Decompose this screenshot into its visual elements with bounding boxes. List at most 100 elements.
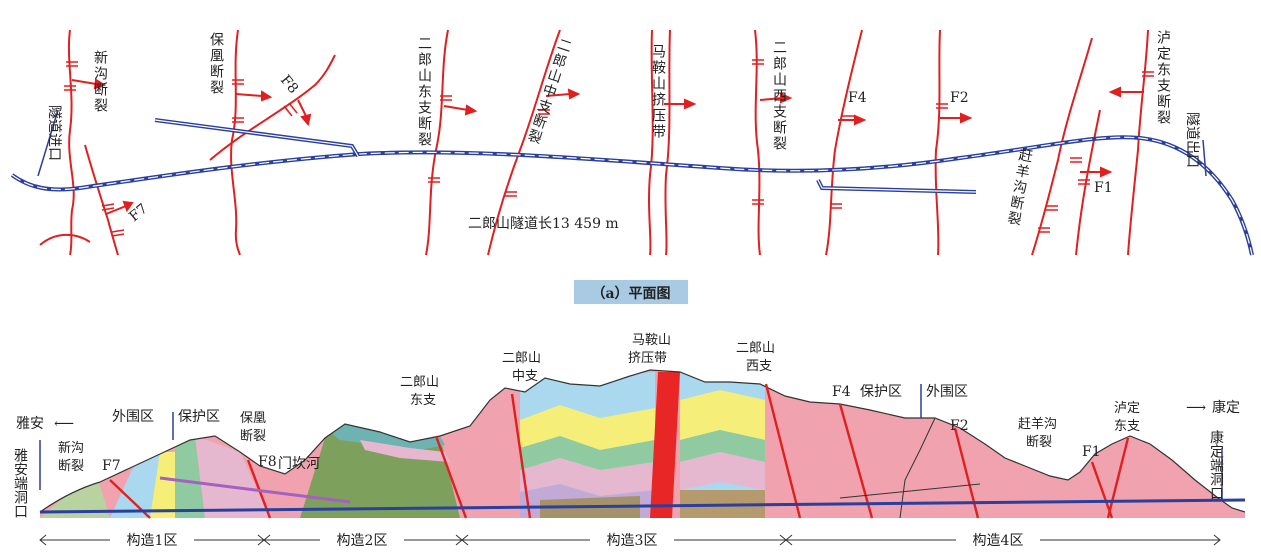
plan-dip-ticks (64, 59, 1154, 237)
label-xingou-1: 新沟 (58, 440, 84, 456)
plan-label-middle: 二郎山中支断裂 (524, 36, 574, 147)
label-river: 门坎河 (278, 456, 320, 472)
label-luding-1: 泸定 (1114, 401, 1140, 416)
label-yaan: 雅安 (16, 416, 44, 432)
plan-fault-f4 (825, 29, 863, 256)
plan-label-entrance: 隧道进口 (46, 105, 62, 161)
rock-yellow-z3b (680, 390, 765, 440)
label-east-1: 二郎山 (400, 375, 439, 390)
zone-3-label: 构造3区 (607, 533, 658, 549)
section-adit-purple (159, 476, 351, 504)
label-luding-2: 东支 (1114, 419, 1140, 434)
label-middle-1: 二郎山 (502, 351, 541, 366)
plan-label-ganyanggou: 赶羊沟断裂 (1004, 147, 1034, 229)
label-kangding: 康定 (1212, 399, 1240, 416)
exit-marker (1202, 139, 1207, 177)
section-fault-f4 (838, 403, 874, 519)
label-maanshan-1: 马鞍山 (632, 332, 671, 348)
label-right-protect: 保护区 (860, 384, 902, 400)
label-f2: F2 (950, 418, 969, 434)
label-right-outer: 外围区 (926, 384, 968, 400)
label-west-2: 西支 (746, 359, 772, 374)
label-left-outer: 外围区 (112, 409, 154, 425)
plan-label-exit: 隧道出口 (1184, 112, 1200, 168)
label-left-protect: 保护区 (178, 409, 220, 425)
main-tunnel (10, 135, 1254, 256)
label-f8: F8 (258, 454, 277, 470)
section-contact-line (899, 417, 936, 519)
label-middle-2: 中支 (512, 369, 538, 384)
label-maanshan-2: 挤压带 (628, 351, 667, 366)
section-fault-middle (510, 393, 532, 519)
rock-teal-left (175, 438, 205, 518)
plan-tunnels (10, 118, 1254, 256)
section-zone-markers (39, 384, 1223, 500)
zone-2-label: 构造2区 (337, 533, 388, 549)
label-baohuang-1: 保凰 (240, 411, 266, 426)
plan-fault-middle (487, 29, 561, 256)
arrow-right-icon: ⟶ (1186, 400, 1206, 416)
label-east-2: 东支 (410, 393, 436, 408)
plan-fault-f1 (1075, 109, 1101, 256)
maanshan-zone-band (650, 372, 680, 518)
tunnel-length-label: 二郎山隧道长13 459 m (468, 216, 619, 232)
plan-fault-east (425, 29, 449, 256)
plan-view: 隧道进口 隧道出口 新沟断裂 保凰断裂 二郎山东支断裂 二郎山中支断裂 马鞍山挤… (10, 29, 1254, 256)
section-tunnel-axis (39, 498, 1246, 514)
cross-section: 雅安 ⟵ ⟶ 康定 雅安端洞口 康定端洞口 外围区 保护区 保护区 外围区 新沟… (12, 332, 1246, 549)
plan-caption: （a）平面图 (574, 280, 688, 304)
plan-fault-f7 (84, 144, 119, 256)
plan-fault-luding (1127, 29, 1149, 256)
rock-lilac-z3b (680, 452, 765, 490)
plan-fault-lines (39, 29, 1149, 256)
section-fault-luding (1106, 437, 1130, 519)
zone-1-label: 构造1区 (127, 533, 178, 549)
plan-label-f8: F8 (277, 72, 301, 97)
rock-lilac-z2 (360, 440, 450, 462)
label-f1: F1 (1082, 444, 1101, 460)
plan-fault-xingou (67, 29, 75, 256)
label-ganyanggou-2: 断裂 (1026, 435, 1052, 450)
label-west-1: 二郎山 (736, 341, 775, 356)
label-left-portal: 雅安端洞口 (12, 448, 28, 518)
section-fault-west (764, 383, 802, 519)
plan-fault-f2 (934, 29, 941, 256)
section-fault-east (434, 435, 468, 519)
rock-lilac-z3 (520, 458, 655, 496)
label-right-portal: 康定端洞口 (1208, 429, 1224, 500)
label-ganyanggou-1: 赶羊沟 (1018, 416, 1057, 432)
plan-label-maanshan: 马鞍山挤压带 (650, 44, 666, 140)
plan-caption-bg (574, 280, 688, 304)
label-baohuang-2: 断裂 (240, 429, 266, 444)
rock-layers (40, 370, 1245, 518)
terrain-profile (39, 369, 1246, 513)
section-adit-line (839, 483, 981, 499)
rock-teal-z3 (520, 436, 655, 470)
rock-teal-z2 (330, 424, 445, 452)
plan-label-f4: F4 (848, 90, 867, 106)
section-labels: 雅安 ⟵ ⟶ 康定 雅安端洞口 康定端洞口 外围区 保护区 保护区 外围区 新沟… (12, 332, 1240, 518)
plan-label-f2: F2 (950, 90, 969, 106)
plan-dip-arrows (71, 78, 1144, 215)
rock-lilac-left (195, 436, 270, 518)
rock-blue-left (110, 452, 160, 518)
section-fault-f1 (1090, 461, 1114, 519)
label-xingou-2: 断裂 (58, 459, 84, 474)
plan-fault-west (754, 29, 761, 256)
plan-fault-maanshan-2 (664, 29, 671, 256)
rock-yellow-z3 (520, 405, 655, 450)
plan-label-luding: 泸定东支断裂 (1155, 30, 1171, 126)
rock-teal-z3b (680, 430, 765, 462)
plan-fault-f8 (209, 54, 336, 161)
rock-yellow-left (150, 452, 175, 518)
entrance-marker (37, 109, 59, 177)
plan-label-baohuang: 保凰断裂 (208, 32, 224, 96)
plan-fault-base (39, 233, 91, 246)
plan-label-west: 二郎山西支断裂 (771, 40, 787, 152)
plan-caption-text: （a）平面图 (591, 286, 670, 302)
zone-labels: 构造1区 构造2区 构造3区 构造4区 (110, 532, 1040, 549)
plan-label-f1: F1 (1094, 180, 1113, 196)
label-f7: F7 (102, 458, 121, 474)
zone-4-label: 构造4区 (973, 533, 1024, 549)
